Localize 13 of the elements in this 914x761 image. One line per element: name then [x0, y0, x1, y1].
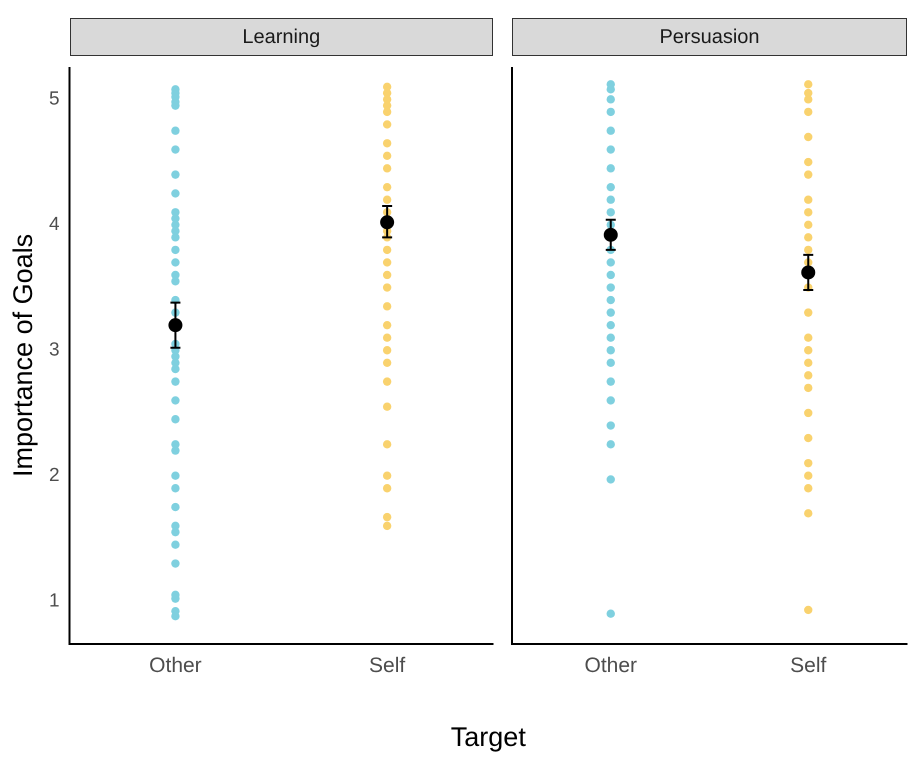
x-tick-label: Other — [149, 654, 202, 678]
x-tick-label: Other — [584, 654, 638, 678]
chart-title: Persuasion — [512, 18, 907, 56]
x-tick-label: Self — [790, 654, 827, 678]
y-tick-label: 4 — [48, 214, 60, 236]
x-axis-title: Target — [450, 722, 526, 753]
y-tick-label: 1 — [48, 590, 60, 612]
x-tick-label: Self — [369, 654, 406, 678]
y-tick-label: 2 — [48, 464, 60, 486]
y-tick-label: 5 — [48, 88, 60, 110]
y-tick-label: 3 — [48, 339, 60, 360]
chart-title: Learning — [70, 18, 493, 56]
y-axis-title: Importance of Goals — [8, 234, 39, 478]
